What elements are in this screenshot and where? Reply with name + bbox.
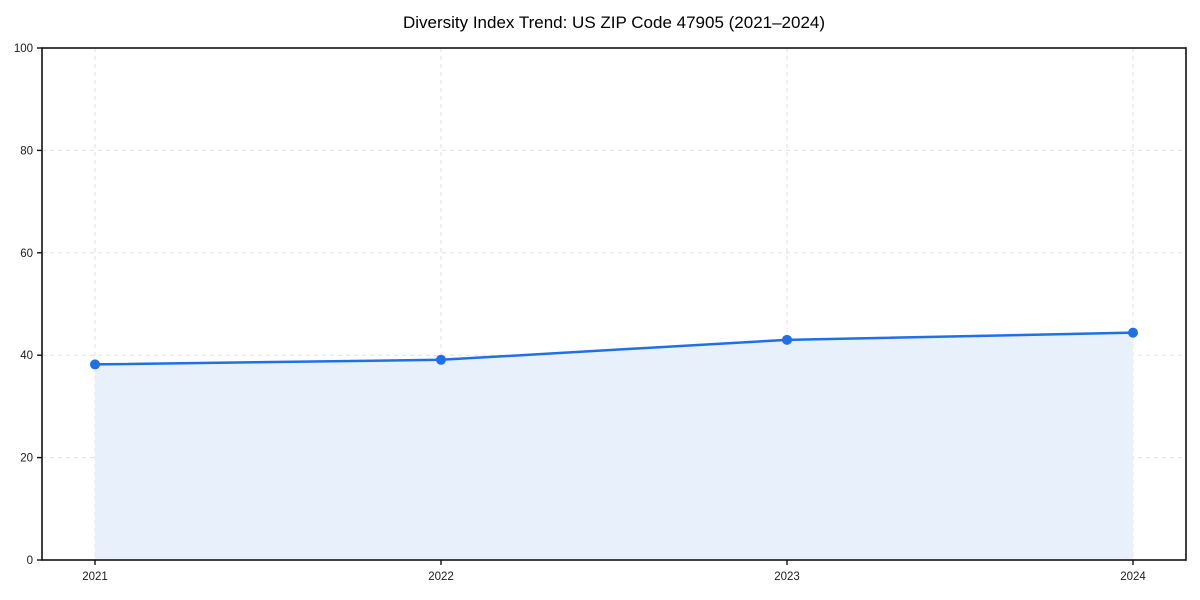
data-point	[782, 334, 792, 345]
y-tick-label: 20	[20, 453, 33, 465]
y-tick-label: 100	[14, 43, 33, 55]
chart-title: Diversity Index Trend: US ZIP Code 47905…	[402, 13, 826, 32]
x-tick-label: 2024	[1120, 571, 1146, 583]
data-point	[90, 359, 100, 370]
x-tick-label: 2023	[774, 571, 800, 583]
data-point	[436, 354, 446, 365]
plot-border	[41, 47, 1187, 561]
x-tick-label: 2021	[82, 571, 108, 583]
x-tick-label: 2022	[428, 571, 454, 583]
y-tick-label: 40	[20, 350, 33, 362]
y-tick-label: 60	[20, 248, 33, 260]
area-fill	[95, 332, 1133, 559]
trend-line	[93, 331, 1135, 366]
y-tick-label: 0	[27, 555, 33, 567]
data-point	[1128, 327, 1138, 338]
y-tick-label: 80	[20, 145, 33, 157]
